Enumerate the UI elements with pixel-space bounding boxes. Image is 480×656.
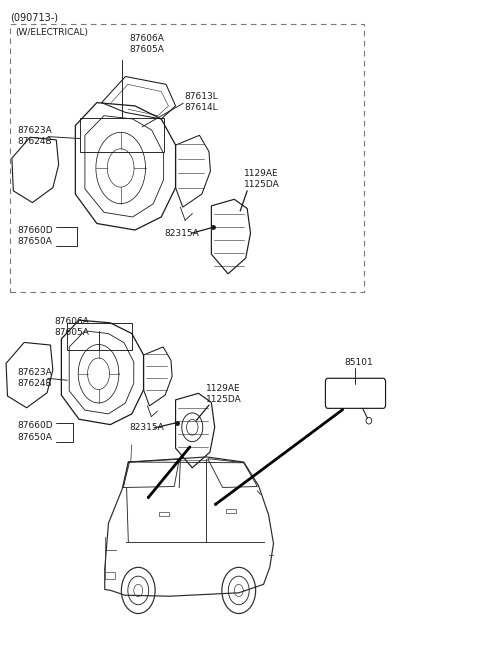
Bar	[106, 572, 115, 579]
Text: 87623A: 87623A	[17, 126, 52, 135]
Bar	[159, 512, 169, 516]
Bar	[67, 323, 132, 350]
Bar	[10, 24, 364, 292]
Text: (W/ELECTRICAL): (W/ELECTRICAL)	[16, 28, 89, 37]
Text: 87624B: 87624B	[17, 137, 52, 146]
Text: 87650A: 87650A	[17, 432, 52, 441]
Text: 87606A: 87606A	[129, 34, 164, 43]
Text: 1125DA: 1125DA	[205, 396, 241, 404]
Bar	[80, 117, 164, 152]
Text: (090713-): (090713-)	[10, 12, 58, 23]
Text: 87624B: 87624B	[17, 379, 52, 388]
Text: 82315A: 82315A	[165, 229, 199, 237]
Text: 82315A: 82315A	[129, 423, 164, 432]
Text: 87614L: 87614L	[184, 103, 218, 112]
Text: 1129AE: 1129AE	[205, 384, 240, 393]
Text: 87606A: 87606A	[54, 317, 89, 326]
Text: 87660D: 87660D	[17, 422, 53, 430]
Text: 87605A: 87605A	[54, 328, 89, 337]
Text: 87623A: 87623A	[17, 368, 52, 377]
Text: 87660D: 87660D	[17, 226, 53, 234]
Text: 1125DA: 1125DA	[244, 180, 279, 190]
Text: 87650A: 87650A	[17, 237, 52, 245]
Text: 87613L: 87613L	[184, 92, 218, 100]
Text: 1129AE: 1129AE	[244, 169, 278, 178]
Bar	[227, 509, 236, 513]
Text: 85101: 85101	[344, 358, 373, 367]
Text: 87605A: 87605A	[129, 45, 164, 54]
